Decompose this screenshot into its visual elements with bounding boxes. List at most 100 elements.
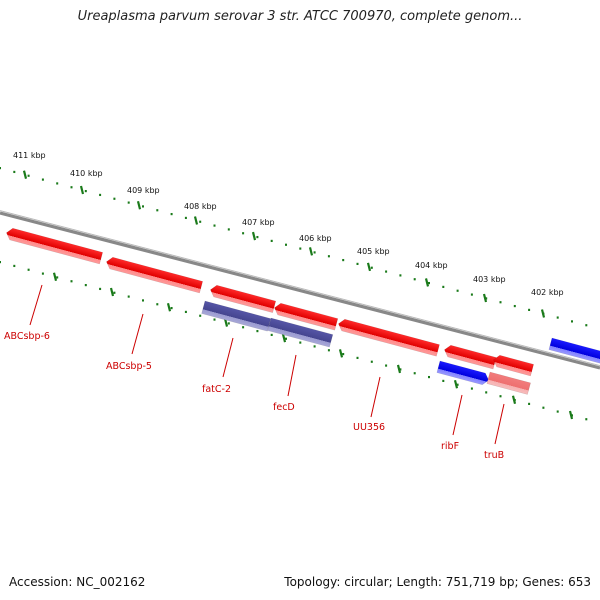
major-tick	[109, 287, 115, 297]
gene-label[interactable]: truB	[484, 450, 504, 461]
map-title: Ureaplasma parvum serovar 3 str. ATCC 70…	[77, 9, 523, 24]
major-tick	[424, 278, 430, 287]
minor-tick	[370, 360, 373, 363]
major-tick	[540, 309, 546, 318]
minor-tick	[528, 402, 531, 405]
minor-tick	[428, 281, 430, 285]
scale-label: 402 kbp	[531, 288, 564, 297]
minor-tick	[170, 212, 173, 216]
major-tick	[366, 262, 372, 272]
forward-gene[interactable]	[443, 344, 497, 370]
label-leader-line	[287, 354, 297, 397]
minor-tick	[27, 174, 30, 177]
gene-label[interactable]: ribF	[441, 441, 459, 452]
minor-tick	[113, 291, 116, 294]
minor-tick	[270, 333, 273, 337]
major-tick	[193, 216, 199, 225]
scale-label: 407 kbp	[242, 218, 275, 227]
major-tick	[453, 379, 459, 389]
minor-tick	[413, 372, 416, 375]
minor-tick	[156, 303, 159, 306]
forward-gene[interactable]	[492, 354, 534, 377]
accession-text: Accession: NC_002162	[9, 575, 146, 589]
outer-tick-track	[0, 167, 588, 327]
selected-gene[interactable]	[267, 317, 334, 348]
major-tick	[396, 364, 402, 374]
minor-tick	[0, 167, 1, 170]
major-tick	[166, 303, 172, 312]
scale-label: 405 kbp	[357, 247, 390, 256]
minor-tick	[70, 186, 73, 189]
minor-tick	[327, 349, 330, 352]
scale-label: 411 kbp	[13, 151, 46, 160]
minor-tick	[556, 316, 559, 319]
minor-tick	[571, 320, 573, 323]
inner-tick-track	[0, 261, 588, 421]
minor-tick	[41, 272, 44, 275]
minor-tick	[41, 178, 44, 181]
minor-tick	[270, 239, 273, 243]
minor-tick	[84, 189, 87, 193]
tick-tracks	[0, 167, 588, 421]
major-tick	[511, 395, 517, 405]
minor-tick	[84, 283, 87, 287]
minor-tick	[442, 379, 445, 383]
forward-gene[interactable]	[273, 302, 339, 331]
selected-gene[interactable]	[201, 300, 271, 332]
major-tick	[281, 333, 287, 343]
minor-tick	[56, 276, 59, 279]
minor-tick	[13, 170, 16, 174]
scale-label: 404 kbp	[415, 261, 448, 270]
label-leader-line	[29, 284, 43, 326]
minor-tick	[327, 255, 330, 258]
forward-gene[interactable]	[105, 256, 203, 294]
scale-label: 410 kbp	[70, 169, 103, 178]
minor-tick	[99, 287, 102, 291]
minor-tick	[456, 383, 459, 386]
gene-label[interactable]: ABCsbp-5	[106, 361, 152, 372]
minor-tick	[227, 228, 230, 231]
faded-gene[interactable]	[486, 371, 531, 395]
forward-gene[interactable]	[209, 284, 277, 313]
major-tick	[338, 349, 344, 358]
forward-gene[interactable]	[337, 318, 440, 357]
label-leader-line	[370, 376, 381, 418]
minor-tick	[385, 364, 388, 367]
minor-tick	[56, 182, 59, 185]
minor-tick	[256, 235, 259, 239]
minor-tick	[299, 341, 302, 344]
minor-tick	[470, 387, 473, 390]
reverse-gene[interactable]	[548, 337, 600, 366]
minor-tick	[499, 395, 502, 398]
minor-tick	[356, 356, 359, 360]
kbp-scale: 411 kbp 410 kbp 409 kbp 408 kbp 407 kbp 406 k…	[13, 151, 564, 297]
genome-backbone	[0, 210, 600, 370]
minor-tick	[156, 209, 159, 212]
gene-label[interactable]: UU356	[353, 422, 385, 433]
minor-tick	[356, 262, 359, 266]
minor-tick	[170, 306, 173, 310]
major-tick	[22, 170, 28, 179]
label-leader-line	[222, 337, 234, 378]
gene-label[interactable]: ABCsbp-6	[4, 331, 50, 342]
gene-features[interactable]	[5, 227, 600, 395]
minor-tick	[242, 232, 245, 235]
gene-label[interactable]: fatC-2	[202, 384, 231, 395]
minor-tick	[99, 193, 102, 197]
minor-tick	[127, 201, 130, 204]
minor-tick	[470, 293, 473, 296]
minor-tick	[227, 322, 230, 325]
major-tick	[251, 231, 257, 241]
minor-tick	[385, 270, 388, 273]
minor-tick	[342, 258, 345, 262]
minor-tick	[113, 197, 116, 200]
minor-tick	[199, 220, 202, 223]
minor-tick	[285, 337, 287, 340]
forward-gene[interactable]	[5, 227, 103, 265]
minor-tick	[0, 261, 1, 264]
minor-tick	[370, 266, 373, 269]
minor-tick	[127, 295, 130, 298]
reverse-gene[interactable]	[436, 360, 490, 386]
gene-label[interactable]: fecD	[273, 402, 295, 413]
